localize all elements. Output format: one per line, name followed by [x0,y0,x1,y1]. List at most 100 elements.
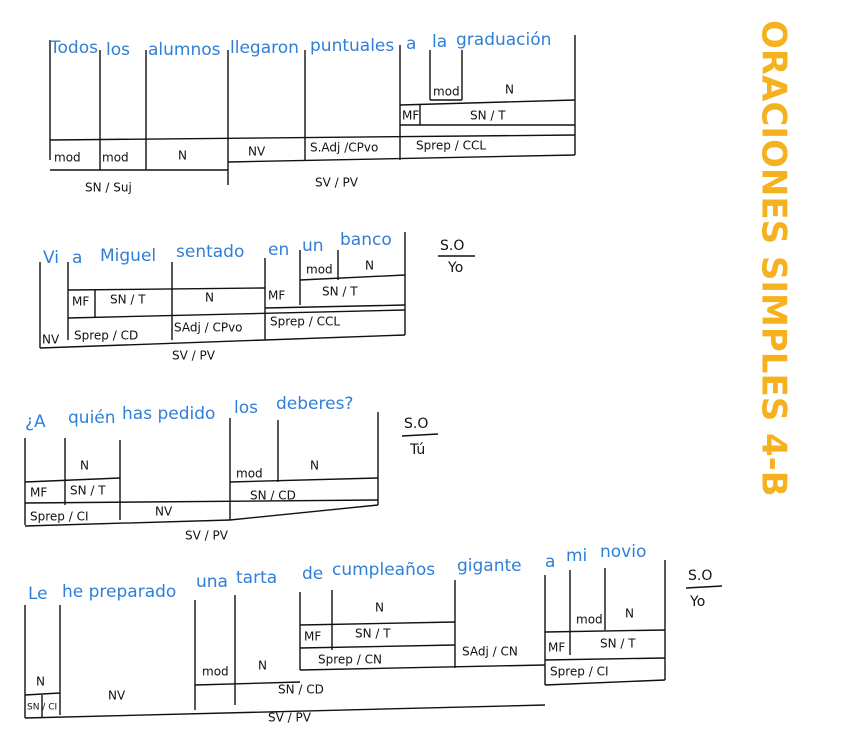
label: mod [576,613,603,627]
subject-note: S.O [404,416,428,432]
word: sentado [176,242,244,262]
rule-line [299,274,406,281]
word: tarta [236,568,277,588]
label: N [625,607,634,621]
label: Sprep / CCL [270,315,340,329]
label: mod [306,263,333,277]
label: mod [236,467,263,481]
word: novio [600,542,646,562]
label: SN / T [600,637,636,651]
word: a [545,552,555,572]
word: los [234,398,258,418]
label: MF [304,630,321,644]
rule-line [544,679,666,686]
rule-line [227,154,576,163]
label: mod [54,151,81,165]
word: quién [68,408,116,428]
sentence-2: Vi a Miguel sentado en un banco NV MF SN… [39,230,475,363]
label: Sprep / CCL [416,139,486,153]
label: SN / CI [27,703,57,713]
label: NV [108,689,126,703]
rule-line [49,134,576,141]
word: los [106,40,130,60]
title: ORACIONES SIMPLES 4-B [754,20,794,497]
label: N [258,659,267,673]
rule-line [544,629,666,633]
word: llegaron [230,38,299,58]
rule-line [399,99,576,106]
label: SN / T [110,293,146,307]
label: Sprep / CN [318,653,382,667]
label: SAdj / CPvo [174,321,243,335]
rule-line [229,504,379,521]
group-label: SN / Suj [85,181,132,195]
label: Sprep / CI [30,510,89,524]
word: has pedido [122,404,215,424]
subject-note: Yo [689,594,705,610]
word: a [72,248,82,268]
label: N [310,459,319,473]
word: puntuales [310,36,394,56]
label: mod [433,85,460,99]
label: N [365,259,374,273]
rule-line [264,304,406,309]
label: N [80,459,89,473]
rule-line [24,692,61,696]
group-label: SV / PV [185,529,229,543]
label: NV [42,333,60,347]
label: SN / CD [278,683,324,697]
label: MF [402,109,419,123]
subject-note: S.O [440,238,464,254]
word: un [302,236,324,256]
rule-line [67,287,266,291]
word: una [196,572,228,592]
rule-line [194,681,301,686]
label: mod [102,151,129,165]
label: MF [548,641,565,655]
word: de [302,564,323,584]
label: MF [30,486,47,500]
label: SN / T [470,109,506,123]
label: N [178,149,187,163]
rule-line [401,433,439,437]
rule-line [544,657,666,661]
subject-note: Tú [409,442,425,458]
group-label: SV / PV [268,711,312,725]
label: MF [268,289,285,303]
rule-line [24,519,231,527]
rule-line [685,585,723,589]
word: Vi [43,248,59,268]
label: SAdj / CN [462,645,518,659]
word: graduación [456,30,551,50]
word: ¿A [25,412,46,432]
subject-note: S.O [688,568,712,584]
label: S.Adj /CPvo [310,141,378,155]
label: N [36,675,45,689]
subject-note: Yo [447,260,463,276]
word: en [268,240,289,260]
rule-line [299,644,456,649]
label: N [375,601,384,615]
word: Todos [49,38,98,58]
word: la [432,32,447,52]
word: he preparado [62,582,176,602]
rule-line [24,499,379,504]
label: SN / T [355,627,391,641]
label: SN / CD [250,489,296,503]
group-label: SV / PV [315,176,359,190]
label: N [205,291,214,305]
word: deberes? [276,394,353,414]
sentence-1: Todos los alumnos llegaron puntuales a l… [49,30,576,195]
label: Sprep / CD [74,329,138,343]
word: Miguel [100,246,156,266]
label: NV [248,145,266,159]
label: Sprep / CI [550,665,609,679]
label: SN / T [322,285,358,299]
group-label: SV / PV [172,349,216,363]
word: banco [340,230,392,250]
rule-line [24,704,546,719]
word: gigante [457,556,522,576]
word: alumnos [148,40,221,60]
rule-line [299,621,456,626]
rule-line [229,477,379,483]
